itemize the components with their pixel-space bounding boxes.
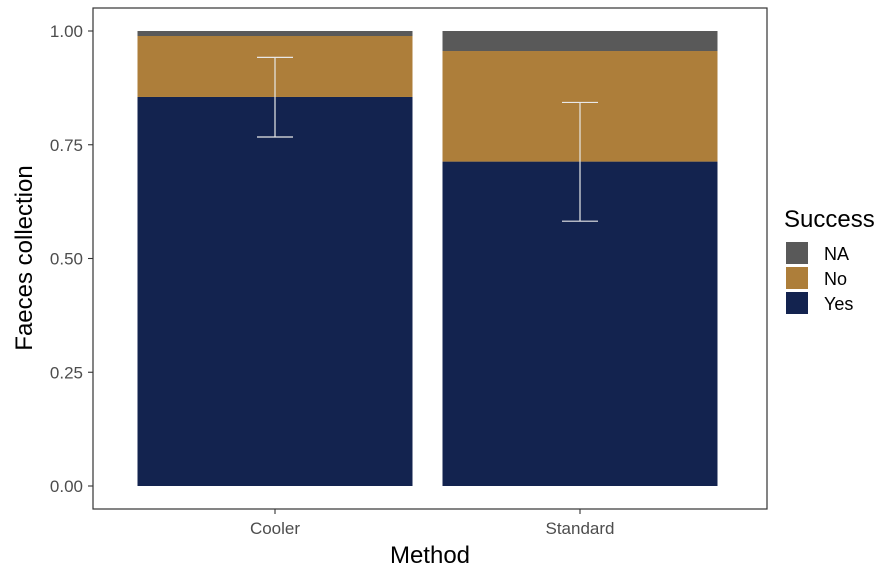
bars-group — [137, 31, 718, 486]
x-tick-label-cooler: Cooler — [250, 519, 300, 538]
y-tick-label: 1.00 — [50, 22, 83, 41]
legend-key-no — [786, 267, 808, 289]
legend-key-na — [786, 242, 808, 264]
bar-cooler-yes — [137, 96, 413, 486]
error-bar-cooler — [257, 56, 293, 138]
x-axis-title: Method — [390, 542, 470, 569]
legend-label-na: NA — [824, 244, 849, 264]
bar-cooler-na — [137, 31, 413, 37]
legend-label-yes: Yes — [824, 294, 853, 314]
y-axis: 0.00 0.25 0.50 0.75 1.00 — [50, 22, 93, 496]
y-tick-label: 0.00 — [50, 477, 83, 496]
y-tick-label: 0.75 — [50, 136, 83, 155]
error-bar-standard — [562, 101, 598, 222]
legend-title: Success — [784, 206, 875, 233]
error-bars-group — [257, 56, 598, 222]
y-axis-title: Faeces collection — [11, 165, 38, 350]
x-tick-label-standard: Standard — [546, 519, 615, 538]
bar-standard-na — [442, 31, 718, 52]
y-tick-label: 0.50 — [50, 250, 83, 269]
x-axis: Cooler Standard — [250, 509, 615, 538]
legend-key-yes — [786, 292, 808, 314]
legend-label-no: No — [824, 269, 847, 289]
legend: Success NA No Yes — [784, 206, 875, 314]
y-tick-label: 0.25 — [50, 363, 83, 382]
